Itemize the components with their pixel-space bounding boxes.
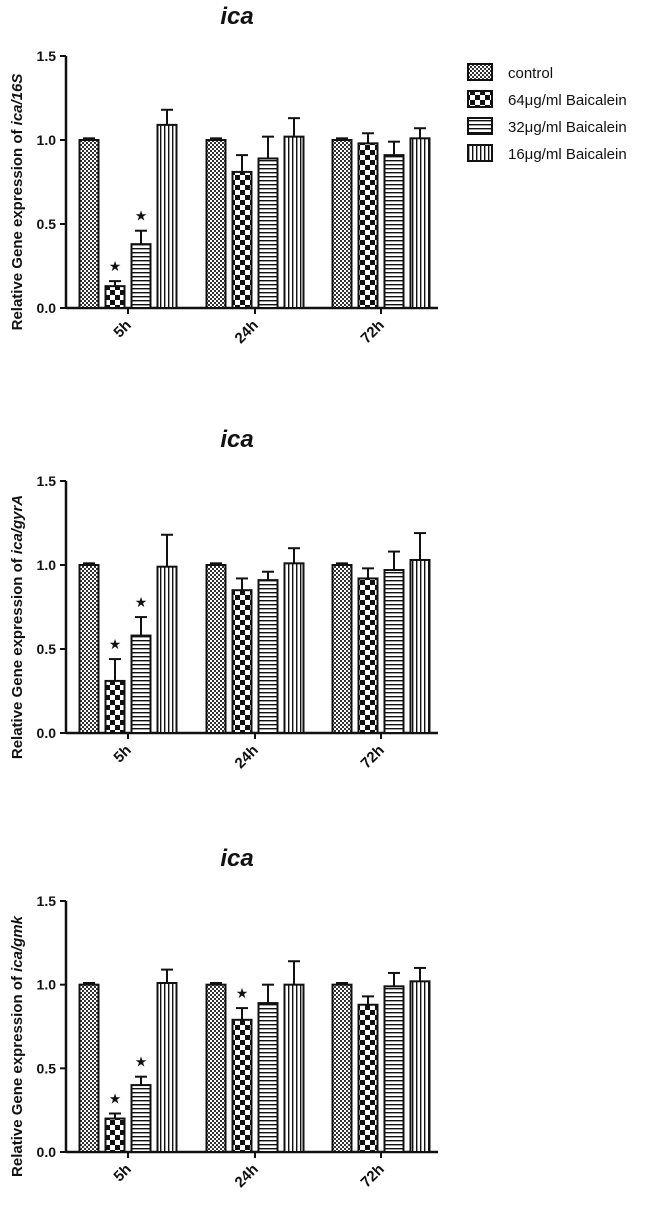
legend-item: 32μg/ml Baicalein xyxy=(467,117,627,136)
chart-2: ica Relative Gene expression of ica/gyrA 0… xyxy=(9,426,438,772)
y-axis-label-prefix: Relative Gene expression of xyxy=(9,554,26,759)
bar xyxy=(283,983,305,1154)
legend-swatch xyxy=(467,144,493,162)
y-tick-label: 0.0 xyxy=(37,1144,57,1160)
bar xyxy=(156,123,178,309)
y-tick-label: 1.0 xyxy=(37,977,57,993)
bar xyxy=(409,558,431,735)
x-category-label: 72h xyxy=(358,742,388,772)
y-axis-label-ratio: ica/gmk xyxy=(9,915,26,972)
bar xyxy=(104,1117,126,1153)
bar xyxy=(383,154,405,309)
y-tick-label: 0.5 xyxy=(37,1060,57,1076)
bar xyxy=(205,564,227,734)
y-tick-label: 0.0 xyxy=(37,300,57,316)
x-category-label: 24h xyxy=(232,1161,262,1191)
y-tick-label: 0.5 xyxy=(37,641,57,657)
legend-label: control xyxy=(508,65,553,82)
bar xyxy=(357,577,379,734)
legend-item: 64μg/ml Baicalein xyxy=(467,90,627,109)
bar xyxy=(231,170,253,309)
y-axis-label-ratio: ica/gyrA xyxy=(9,495,26,554)
legend: control 64μg/ml Baicalein 32μg/ml Baicalei… xyxy=(467,63,627,163)
bar xyxy=(283,135,305,309)
bar xyxy=(205,983,227,1154)
bar xyxy=(331,139,353,309)
bar xyxy=(78,139,100,309)
significance-star: ★ xyxy=(109,1091,122,1107)
bar xyxy=(383,985,405,1154)
y-tick-label: 1.5 xyxy=(37,893,57,909)
legend-label: 64μg/ml Baicalein xyxy=(508,92,627,109)
bar xyxy=(383,569,405,734)
y-axis-label: Relative Gene expression of ica/16S xyxy=(9,74,26,331)
bar xyxy=(130,243,152,310)
chart-title: ica xyxy=(220,3,253,30)
legend-swatch xyxy=(467,63,493,81)
x-category-label: 5h xyxy=(110,1161,134,1185)
bar xyxy=(283,562,305,734)
bar xyxy=(331,564,353,734)
chart-1: ica Relative Gene expression of ica/16S 0.… xyxy=(9,3,438,347)
x-category-label: 5h xyxy=(110,317,134,341)
significance-star: ★ xyxy=(109,636,122,652)
y-axis-label-prefix: Relative Gene expression of xyxy=(9,125,26,330)
bar xyxy=(357,1003,379,1153)
significance-star: ★ xyxy=(135,594,148,610)
y-tick-label: 1.5 xyxy=(37,473,57,489)
bar xyxy=(156,565,178,734)
y-axis-label: Relative Gene expression of ica/gyrA xyxy=(9,495,26,759)
chart-title: ica xyxy=(220,426,253,453)
bar xyxy=(257,579,279,734)
bar xyxy=(257,157,279,309)
significance-star: ★ xyxy=(135,1054,148,1070)
bar xyxy=(130,634,152,734)
chart-title: ica xyxy=(220,845,253,872)
legend-item: control xyxy=(467,63,553,82)
significance-star: ★ xyxy=(135,208,148,224)
bar xyxy=(156,981,178,1154)
bar xyxy=(104,285,126,310)
y-tick-label: 1.0 xyxy=(37,557,57,573)
x-category-label: 72h xyxy=(358,1161,388,1191)
y-axis-label: Relative Gene expression of ica/gmk xyxy=(9,915,26,1177)
y-axis-label-prefix: Relative Gene expression of xyxy=(9,972,26,1177)
bar xyxy=(231,589,253,735)
bar xyxy=(409,137,431,309)
bar xyxy=(205,139,227,309)
x-category-label: 24h xyxy=(232,317,262,347)
y-tick-label: 0.5 xyxy=(37,216,57,232)
bar xyxy=(331,983,353,1154)
y-tick-label: 1.5 xyxy=(37,48,57,64)
bar xyxy=(78,983,100,1154)
legend-item: 16μg/ml Baicalein xyxy=(467,144,627,163)
legend-swatch xyxy=(467,117,493,135)
bar xyxy=(409,980,431,1153)
x-category-label: 72h xyxy=(358,317,388,347)
y-axis-label-ratio: ica/16S xyxy=(9,74,26,126)
chart-3: ica Relative Gene expression of ica/gmk 0.… xyxy=(9,845,438,1191)
bar xyxy=(231,1018,253,1153)
legend-swatch xyxy=(467,90,493,108)
y-tick-label: 0.0 xyxy=(37,725,57,741)
x-category-label: 5h xyxy=(110,742,134,766)
y-tick-label: 1.0 xyxy=(37,132,57,148)
legend-label: 16μg/ml Baicalein xyxy=(508,146,627,163)
significance-star: ★ xyxy=(236,985,249,1001)
bar xyxy=(357,142,379,309)
bar xyxy=(78,564,100,734)
bar xyxy=(257,1002,279,1153)
legend-label: 32μg/ml Baicalein xyxy=(508,119,627,136)
bar xyxy=(130,1084,152,1153)
x-category-label: 24h xyxy=(232,742,262,772)
significance-star: ★ xyxy=(109,258,122,274)
bar xyxy=(104,679,126,734)
